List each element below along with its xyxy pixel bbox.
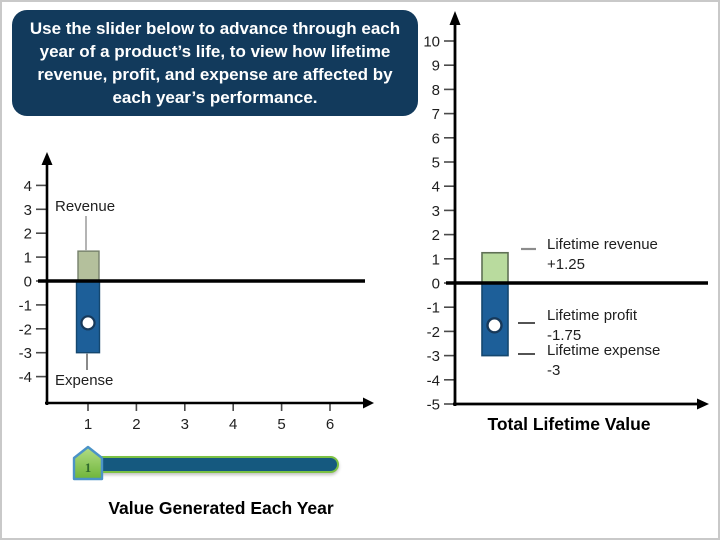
left-x-axis-arrow: [363, 397, 374, 409]
y-tick-label: -2: [427, 324, 440, 341]
y-tick-label: 6: [432, 130, 440, 147]
expense-bar: [75, 280, 101, 354]
lifetime-profit-dot: [486, 317, 503, 334]
y-tick-label: 7: [432, 106, 440, 123]
y-tick-label: 2: [432, 227, 440, 244]
x-tick-label: 1: [84, 416, 92, 433]
year-slider-handle[interactable]: 1: [71, 445, 105, 483]
y-tick-label: 4: [432, 179, 440, 196]
y-tick-label: -4: [427, 372, 440, 389]
y-tick-label: -4: [19, 369, 32, 386]
y-tick-label: 2: [24, 226, 32, 243]
lifetime-profit-value: -1.75: [547, 327, 581, 344]
lifetime-expense-bar: [481, 282, 509, 357]
instruction-box: Use the slider below to advance through …: [12, 10, 418, 116]
x-tick-label: 4: [229, 416, 237, 433]
slider-handle-year-label: 1: [85, 460, 92, 475]
right-chart-title: Total Lifetime Value: [487, 414, 651, 434]
lifetime-revenue-value: +1.25: [547, 256, 585, 273]
y-tick-label: 10: [423, 34, 440, 51]
y-tick-label: 4: [24, 178, 32, 195]
revenue-bar: [77, 250, 100, 282]
x-tick-label: 6: [326, 416, 334, 433]
right-y-axis-arrow: [449, 11, 461, 25]
x-tick-label: 2: [132, 416, 140, 433]
profit-dot: [80, 315, 96, 331]
y-tick-label: -5: [427, 397, 440, 414]
left-chart-title: Value Generated Each Year: [108, 498, 334, 518]
slider-handle-shape[interactable]: [72, 445, 104, 481]
revenue-label: Revenue: [55, 198, 115, 215]
x-tick-label: 3: [181, 416, 189, 433]
left-y-axis-arrow: [41, 152, 53, 165]
instruction-text: Use the slider below to advance through …: [29, 19, 401, 107]
y-tick-label: 0: [24, 274, 32, 291]
lifetime-revenue-label: Lifetime revenue: [547, 236, 658, 253]
y-tick-label: 8: [432, 82, 440, 99]
lifetime-expense-value: -3: [547, 362, 560, 379]
lifetime-expense-label: Lifetime expense: [547, 342, 660, 359]
y-tick-label: 5: [432, 155, 440, 172]
y-tick-label: -1: [427, 300, 440, 317]
right-x-axis-arrow: [697, 398, 709, 410]
y-tick-label: -2: [19, 321, 32, 338]
y-tick-label: 3: [24, 202, 32, 219]
y-tick-label: 1: [24, 250, 32, 267]
y-tick-label: -3: [19, 345, 32, 362]
expense-label: Expense: [55, 372, 113, 389]
y-tick-label: -1: [19, 297, 32, 314]
y-tick-label: 3: [432, 203, 440, 220]
y-tick-label: 1: [432, 251, 440, 268]
y-tick-label: 0: [432, 276, 440, 293]
y-tick-label: 9: [432, 58, 440, 75]
lifetime-profit-label: Lifetime profit: [547, 307, 638, 324]
x-tick-label: 5: [277, 416, 285, 433]
lifetime-revenue-bar: [481, 251, 509, 284]
year-slider-track[interactable]: [87, 456, 339, 473]
y-tick-label: -3: [427, 348, 440, 365]
